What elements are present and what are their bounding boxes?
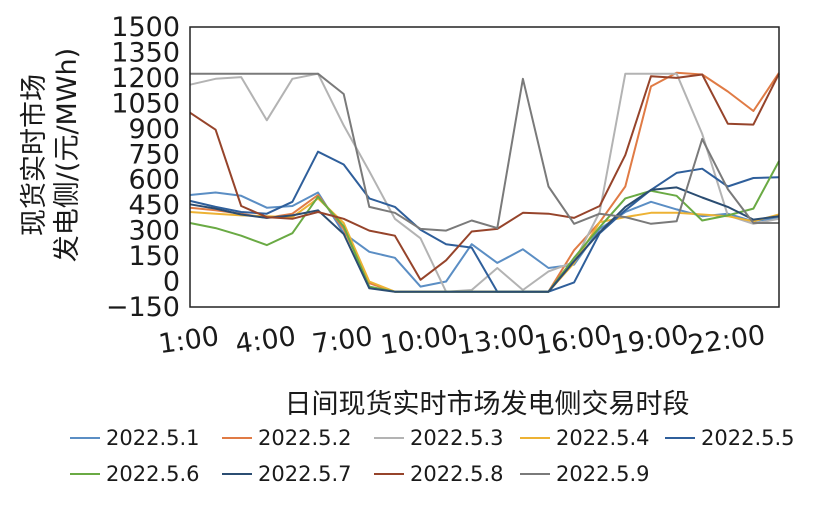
legend-item: 2022.5.2 bbox=[222, 426, 352, 450]
x-tick-label: 1:00 bbox=[157, 321, 221, 360]
legend-item: 2022.5.1 bbox=[70, 426, 200, 450]
y-tick-label: 1200 bbox=[111, 63, 180, 94]
legend-item: 2022.5.5 bbox=[665, 426, 795, 450]
legend: 2022.5.1 2022.5.2 2022.5.3 2022.5.4 2022.5.5… bbox=[70, 426, 795, 486]
y-tick-label: 1500 bbox=[111, 12, 180, 43]
y-tick-label: 1350 bbox=[111, 37, 180, 68]
y-tick-label: 450 bbox=[128, 190, 180, 221]
legend-item: 2022.5.3 bbox=[374, 426, 504, 450]
x-tick-label: 13:00 bbox=[455, 320, 536, 362]
x-tick-label: 19:00 bbox=[609, 320, 690, 362]
y-tick-label: 900 bbox=[128, 114, 180, 145]
legend-item: 2022.5.9 bbox=[520, 462, 650, 486]
y-tick-label: −150 bbox=[106, 292, 180, 323]
plot-series bbox=[189, 71, 780, 293]
legend-item: 2022.5.8 bbox=[374, 462, 504, 486]
y-axis-title-line2: 发电侧/(元/MWh) bbox=[52, 48, 83, 262]
legend-label: 2022.5.8 bbox=[410, 462, 504, 486]
y-tick-label: 1050 bbox=[111, 88, 180, 119]
series-line-2022-5-6 bbox=[189, 160, 780, 293]
legend-item: 2022.5.7 bbox=[222, 462, 352, 486]
legend-label: 2022.5.7 bbox=[258, 462, 352, 486]
legend-item: 2022.5.4 bbox=[520, 426, 650, 450]
legend-label: 2022.5.5 bbox=[701, 426, 795, 450]
series-line-2022-5-9 bbox=[190, 72, 779, 232]
y-axis-title: 现货实时市场 发电侧/(元/MWh) bbox=[19, 48, 83, 262]
x-tick-label: 4:00 bbox=[233, 321, 297, 360]
legend-label: 2022.5.1 bbox=[106, 426, 200, 450]
y-tick-label: 300 bbox=[128, 216, 180, 247]
legend-label: 2022.5.4 bbox=[556, 426, 650, 450]
legend-label: 2022.5.2 bbox=[258, 426, 352, 450]
y-tick-label: 150 bbox=[128, 241, 180, 272]
y-tick-label: 0 bbox=[163, 267, 180, 298]
x-tick-label: 10:00 bbox=[379, 320, 460, 362]
plot-area-frame bbox=[189, 26, 780, 308]
series-line-2022-5-8 bbox=[189, 73, 780, 281]
y-axis-title-line1: 现货实时市场 bbox=[19, 74, 50, 236]
legend-item: 2022.5.6 bbox=[70, 462, 200, 486]
legend-label: 2022.5.6 bbox=[106, 462, 200, 486]
x-axis-title: 日间现货实时市场发电侧交易时段 bbox=[285, 389, 690, 420]
y-tick-label: 750 bbox=[128, 139, 180, 170]
legend-label: 2022.5.9 bbox=[556, 462, 650, 486]
x-tick-label: 16:00 bbox=[532, 320, 613, 362]
series-line-2022-5-7 bbox=[189, 186, 780, 293]
x-tick-label: 22:00 bbox=[686, 320, 767, 362]
legend-label: 2022.5.3 bbox=[410, 426, 504, 450]
y-tick-label: 600 bbox=[128, 165, 180, 196]
series-line-2022-5-3 bbox=[189, 72, 780, 293]
x-tick-label: 7:00 bbox=[310, 321, 374, 360]
series-line-2022-5-5 bbox=[189, 150, 780, 293]
